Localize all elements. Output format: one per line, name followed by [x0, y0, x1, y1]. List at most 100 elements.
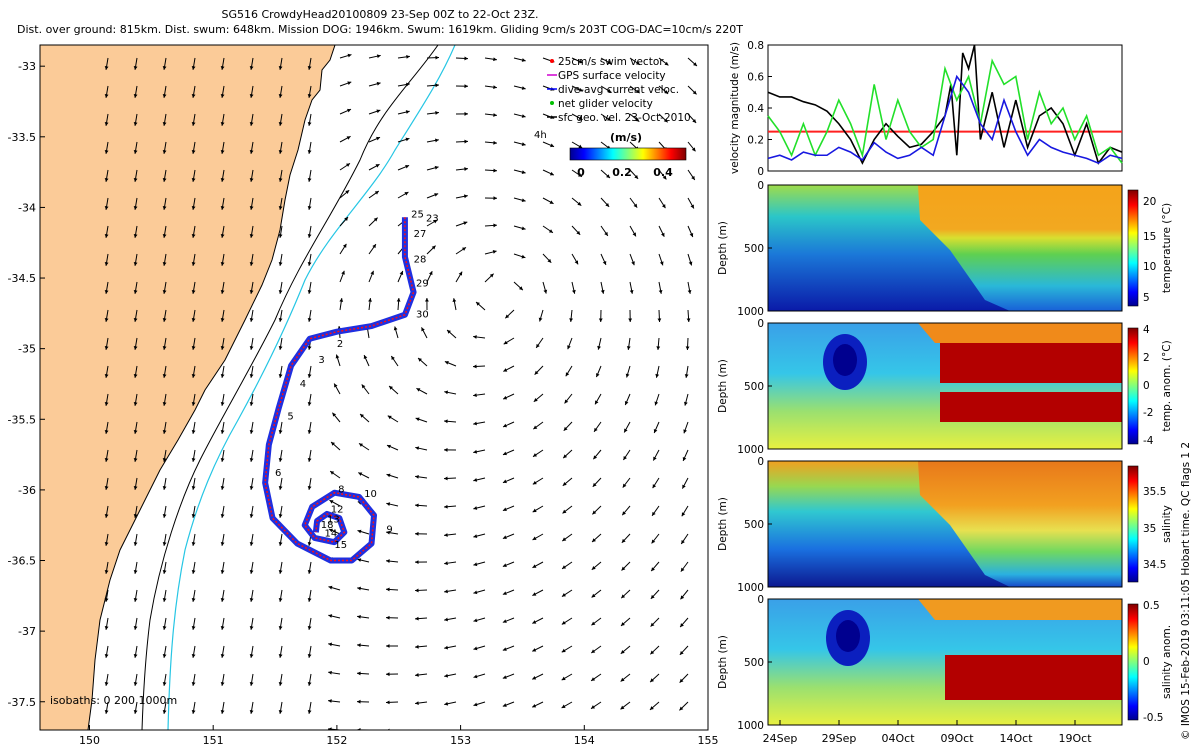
vector-arrowhead: [104, 514, 109, 518]
vector-arrowhead: [715, 346, 719, 350]
legend-label-0: 25cm/s swim vector: [558, 56, 664, 68]
salinity-depth-tick-1: 500: [744, 519, 764, 531]
vector-arrowhead: [620, 734, 624, 738]
vector-arrowhead: [561, 676, 566, 681]
date-tick-19Oct: 19Oct: [1058, 732, 1092, 745]
vector-arrowhead: [415, 701, 419, 706]
vector-arrowhead: [418, 357, 422, 362]
vector-arrowhead: [104, 262, 109, 266]
temp-cbar-5: 5: [1143, 292, 1150, 304]
vector-arrowhead: [328, 614, 333, 618]
vector-arrowhead: [104, 206, 109, 210]
legend-label-1: GPS surface velocity: [558, 70, 666, 82]
vector-arrowhead: [105, 738, 109, 742]
vector-arrowhead: [650, 678, 655, 683]
vector-arrowhead: [405, 137, 410, 142]
vector-arrowhead: [191, 122, 196, 126]
vector-arrow: [717, 170, 723, 180]
vector-arrowhead: [220, 486, 225, 490]
vector-arrowhead: [683, 429, 687, 434]
vector-arrowhead: [191, 318, 196, 322]
vector-arrowhead: [435, 55, 439, 60]
vector-arrowhead: [278, 206, 283, 210]
vector-arrowhead: [532, 564, 537, 568]
velocity-y-ticks: 0.8 0.6 0.4 0.2 0: [747, 40, 772, 178]
vector-arrowhead: [650, 622, 655, 627]
vector-arrowhead: [591, 649, 596, 654]
vector-arrowhead: [162, 458, 167, 462]
vector-arrow: [541, 729, 543, 730]
vector-arrowhead: [249, 94, 254, 98]
sal-cbar-345: 34.5: [1143, 559, 1166, 571]
vector-arrowhead: [386, 644, 390, 648]
vector-arrowhead: [357, 614, 361, 619]
colorbar-title: (m/s): [610, 131, 642, 144]
vector-arrowhead: [191, 262, 196, 266]
vector-arrowhead: [307, 402, 312, 406]
vector-arrowhead: [386, 700, 390, 705]
vector-arrowhead: [620, 677, 625, 682]
vector-arrowhead: [133, 710, 138, 714]
vector-arrowhead: [278, 458, 283, 462]
vector-arrowhead: [249, 290, 254, 294]
map-xtick-152: 152: [326, 734, 347, 747]
vector-arrowhead: [624, 401, 629, 406]
vector-arrowhead: [578, 59, 583, 64]
map-ytick-4: -35: [18, 343, 36, 356]
vector-arrowhead: [162, 122, 167, 126]
vector-arrowhead: [655, 373, 660, 378]
vector-arrowhead: [663, 118, 668, 123]
vector-arrowhead: [278, 66, 283, 70]
vector-arrowhead: [387, 415, 392, 420]
sal_anom-depth-tick-1: 500: [744, 657, 764, 669]
vector-arrowhead: [191, 710, 196, 714]
temp_anom-depth-tick-2: 1000: [737, 444, 764, 456]
vector-arrowhead: [406, 54, 410, 59]
vel-ytick-4: 0: [757, 166, 764, 178]
day-label-4: 29: [416, 279, 429, 290]
vector-arrowhead: [532, 703, 537, 708]
day-label-9: 5: [287, 411, 293, 422]
vector-arrowhead: [104, 654, 109, 658]
vector-arrowhead: [562, 509, 567, 514]
vector-arrowhead: [133, 514, 138, 518]
chart-title-line1: SG516 CrowdyHead20100809 23-Sep 00Z to 2…: [221, 8, 539, 21]
vector-arrowhead: [464, 112, 468, 116]
vector-arrowhead: [307, 430, 312, 434]
vector-arrowhead: [682, 484, 686, 489]
vector-arrowhead: [133, 654, 138, 658]
vector-arrowhead: [564, 399, 569, 404]
vector-arrowhead: [329, 500, 334, 504]
vector-arrowhead: [307, 262, 312, 266]
section-axis-ticks: 0 500 1000 Depth (m) 0 500 1000 Depth (m) 0 500 10…: [717, 180, 1092, 745]
temp-cbar-label: temperature (°C): [1161, 203, 1173, 293]
vector-arrowhead: [249, 234, 254, 238]
vector-arrowhead: [620, 649, 625, 654]
vector-arrowhead: [278, 542, 283, 546]
day-label-14: 12: [331, 504, 344, 515]
day-label-16: 18: [321, 520, 334, 531]
vector-arrowhead: [162, 346, 167, 350]
vector-arrowhead: [278, 710, 283, 714]
vector-arrowhead: [713, 430, 717, 434]
vector-arrowhead: [444, 361, 449, 365]
vector-arrowhead: [634, 174, 639, 179]
vector-arrowhead: [473, 590, 478, 595]
vector-arrowhead: [278, 262, 283, 266]
land-area: [40, 45, 336, 730]
vel-ytick-1: 0.6: [747, 72, 764, 84]
vector-arrowhead: [624, 428, 628, 433]
vector-arrowhead: [104, 682, 109, 686]
vector-arrowhead: [493, 113, 497, 117]
vector-arrowhead: [607, 88, 612, 93]
vector-arrow: [165, 729, 166, 730]
temp_anom-depth-label: Depth (m): [717, 359, 729, 413]
vector-arrowhead: [339, 298, 344, 302]
vector-arrowhead: [532, 592, 537, 596]
vector-arrowhead: [220, 626, 225, 630]
vector-arrowhead: [561, 620, 566, 625]
vector-arrowhead: [474, 731, 478, 735]
vector-arrowhead: [569, 318, 574, 322]
vector-arrow: [710, 562, 717, 572]
